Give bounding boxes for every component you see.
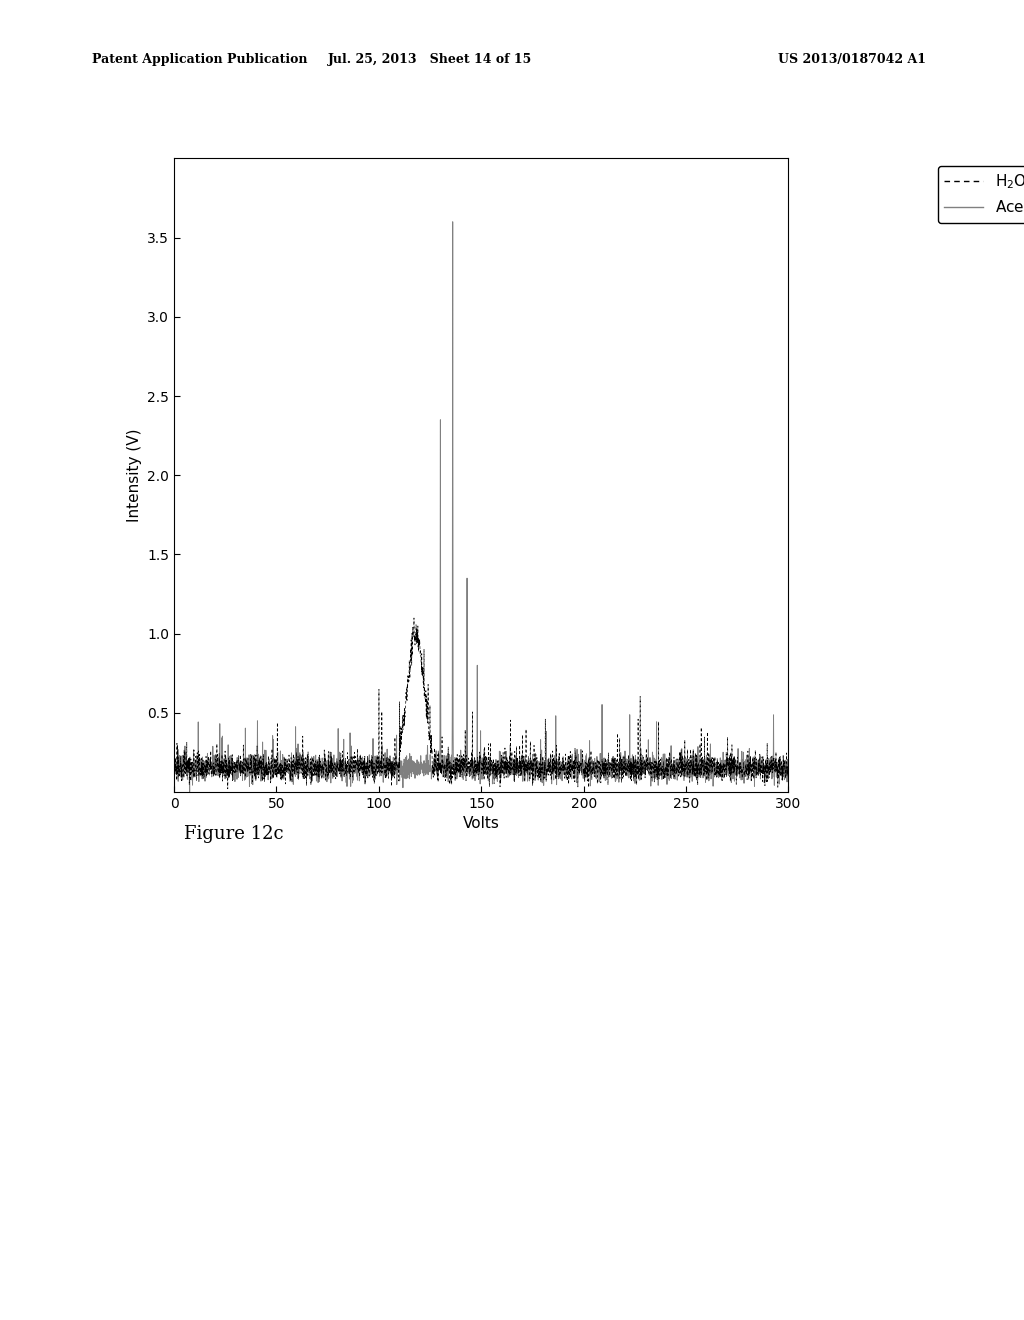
H$_2$O bbox=[274, 756, 287, 772]
Legend: H$_2$O, Acetone/H$_2$O: H$_2$O, Acetone/H$_2$O bbox=[938, 166, 1024, 223]
Acetone/H$_2$O bbox=[446, 214, 459, 230]
H$_2$O bbox=[168, 758, 180, 774]
H$_2$O bbox=[430, 756, 442, 772]
H$_2$O bbox=[221, 781, 233, 797]
H$_2$O bbox=[705, 751, 717, 767]
H$_2$O bbox=[782, 762, 795, 777]
Text: Figure 12c: Figure 12c bbox=[184, 825, 284, 843]
X-axis label: Volts: Volts bbox=[463, 816, 500, 832]
Acetone/H$_2$O bbox=[403, 762, 416, 777]
H$_2$O bbox=[403, 671, 416, 686]
Acetone/H$_2$O bbox=[705, 766, 717, 781]
Line: Acetone/H$_2$O: Acetone/H$_2$O bbox=[174, 222, 788, 792]
Text: Jul. 25, 2013   Sheet 14 of 15: Jul. 25, 2013 Sheet 14 of 15 bbox=[328, 53, 532, 66]
Text: US 2013/0187042 A1: US 2013/0187042 A1 bbox=[778, 53, 927, 66]
H$_2$O bbox=[408, 610, 420, 626]
Line: H$_2$O: H$_2$O bbox=[174, 618, 788, 789]
Acetone/H$_2$O bbox=[183, 784, 196, 800]
Acetone/H$_2$O bbox=[782, 756, 795, 772]
Acetone/H$_2$O bbox=[430, 750, 442, 766]
Text: Patent Application Publication: Patent Application Publication bbox=[92, 53, 307, 66]
H$_2$O bbox=[239, 763, 251, 779]
H$_2$O bbox=[771, 756, 783, 772]
Acetone/H$_2$O bbox=[771, 759, 783, 775]
Acetone/H$_2$O bbox=[274, 756, 287, 772]
Acetone/H$_2$O bbox=[239, 754, 251, 770]
Y-axis label: Intensity (V): Intensity (V) bbox=[127, 429, 141, 521]
Acetone/H$_2$O bbox=[168, 780, 180, 796]
